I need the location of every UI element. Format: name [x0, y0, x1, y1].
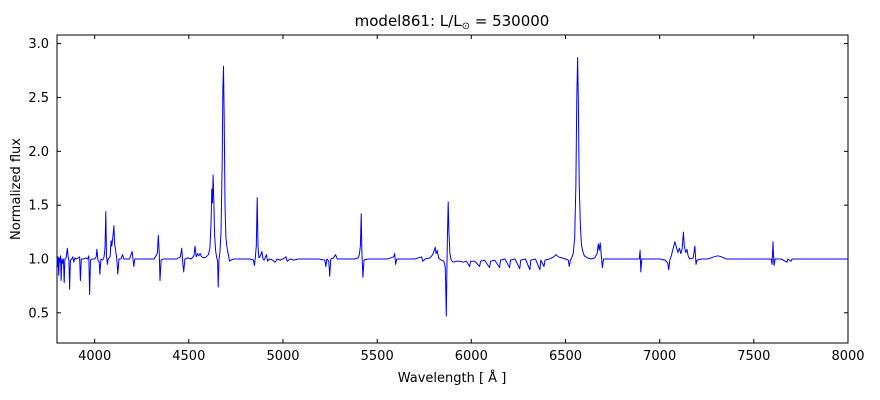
x-tick-label: 6000: [455, 349, 488, 364]
chart-title-suffix: = 530000: [470, 12, 549, 30]
x-tick-label: 8000: [831, 349, 864, 364]
x-tick-label: 6500: [549, 349, 582, 364]
x-tick-label: 4000: [78, 349, 111, 364]
y-tick-label: 2.5: [28, 91, 49, 106]
y-tick-label: 3.0: [28, 37, 49, 52]
x-axis-label: Wavelength [ Å ]: [398, 370, 507, 386]
x-tick-label: 5500: [361, 349, 394, 364]
chart-title: model861: L/L⊙ = 530000: [355, 12, 550, 32]
y-tick-label: 1.5: [28, 199, 49, 214]
axis-ticks: 4000 4500 5000 5500 6000 6500 7000 7500 8000 0.5 1…: [28, 35, 865, 364]
plot-frame: [56, 34, 849, 344]
y-axis-label: Normalized flux: [9, 138, 24, 240]
sun-symbol-subscript: ⊙: [462, 21, 470, 32]
y-tick-label: 1.0: [28, 253, 49, 268]
x-tick-label: 7500: [737, 349, 770, 364]
y-tick-label: 0.5: [28, 306, 49, 321]
x-tick-label: 7000: [643, 349, 676, 364]
spectrum-series: [56, 57, 849, 317]
x-tick-label: 5000: [266, 349, 299, 364]
spectrum-line: [56, 57, 849, 317]
y-tick-label: 2.0: [28, 145, 49, 160]
x-tick-label: 4500: [172, 349, 205, 364]
chart-title-prefix: model861: L/L: [355, 12, 463, 30]
